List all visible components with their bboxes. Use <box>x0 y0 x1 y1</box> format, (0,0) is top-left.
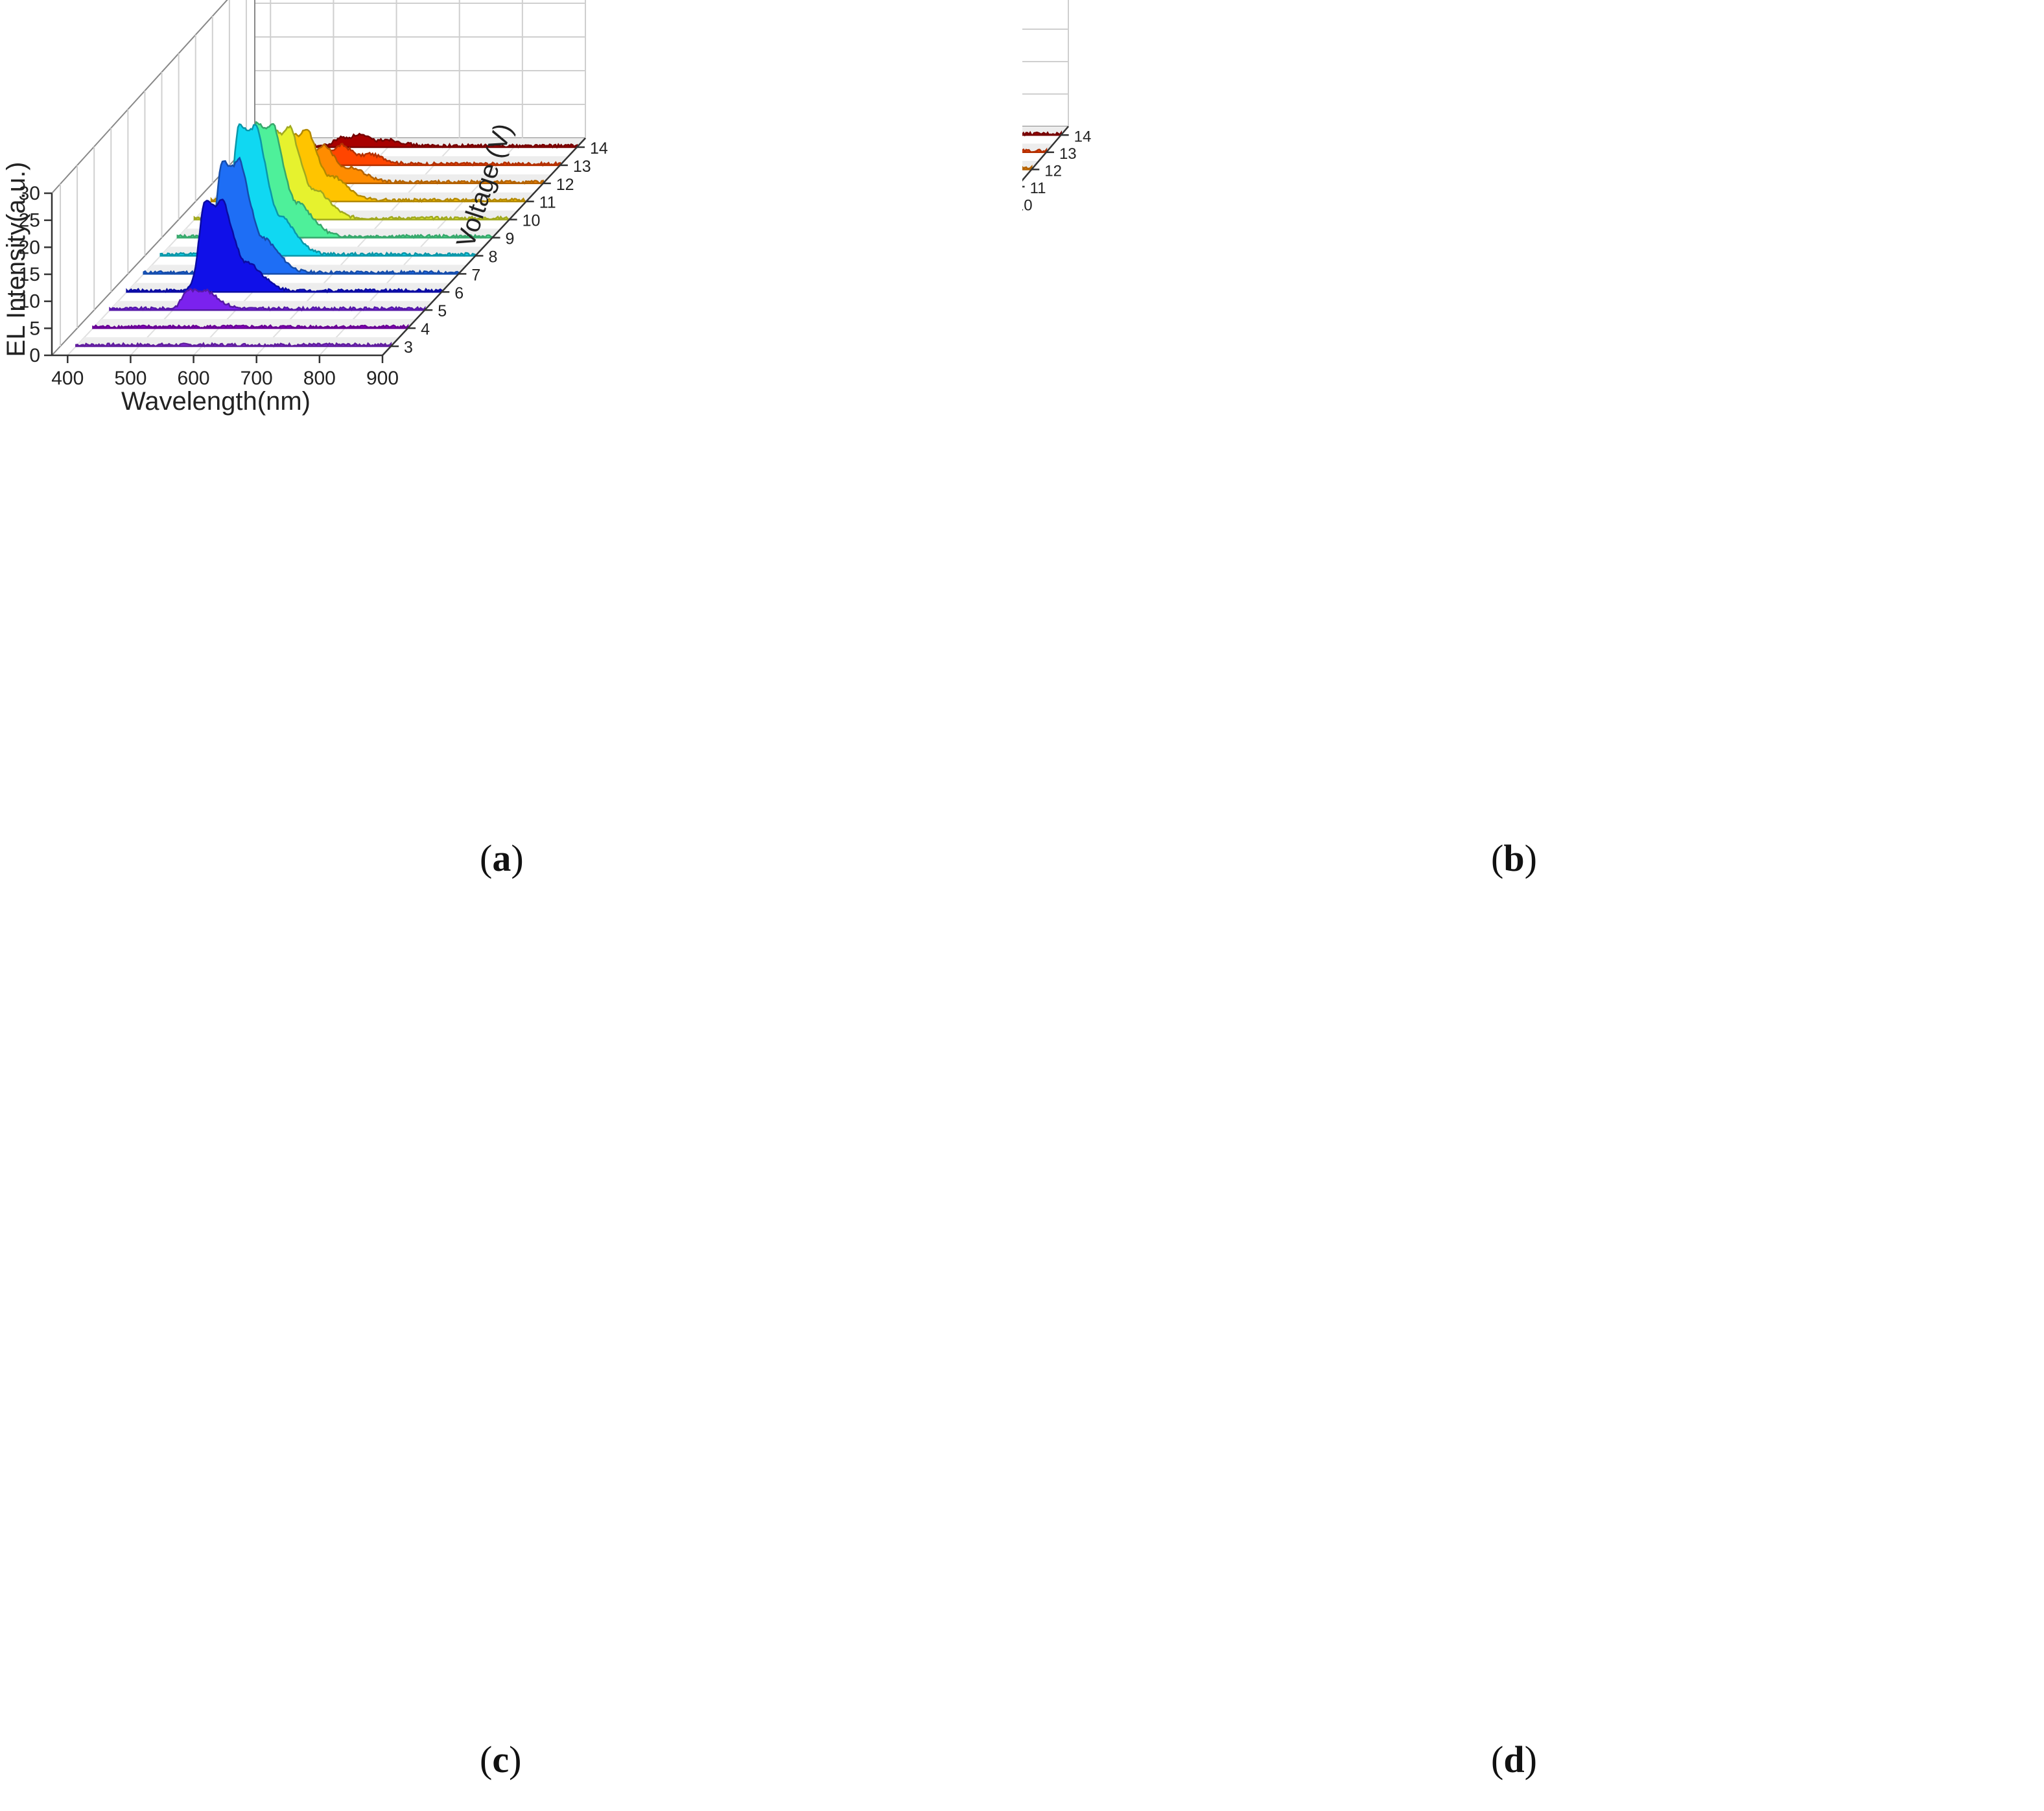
series-3V-area <box>75 342 392 348</box>
z-tick-label: 10 <box>1022 196 1033 214</box>
x-tick-label: 800 <box>303 368 336 389</box>
z-tick-label: 9 <box>506 230 515 248</box>
x-tick-label: 900 <box>366 368 399 389</box>
chart-panel-d: 4005006007008009000.00.51.01.52.01234567… <box>1022 906 2044 1811</box>
caption-c: (c) <box>480 1738 522 1781</box>
z-tick-label: 14 <box>1074 128 1092 145</box>
z-tick-label: 7 <box>471 266 480 284</box>
y-tick-label: 5 <box>29 318 40 339</box>
z-axis-line <box>1022 126 1069 182</box>
x-axis-label: Wavelength(nm) <box>121 387 311 416</box>
z-tick-label: 11 <box>539 194 556 212</box>
y-tick-label: 30 <box>19 183 40 204</box>
series-5V-area <box>109 288 426 312</box>
z-axis-line <box>382 137 586 356</box>
caption-b: (b) <box>1491 837 1537 879</box>
z-tick-label: 12 <box>1044 162 1062 180</box>
axes <box>44 137 586 363</box>
chart-panel-c: 4005006007008009000.00.51.01.52.02.53.03… <box>0 906 1022 1811</box>
series-4V-area <box>92 324 409 329</box>
series-6V-area <box>126 198 443 294</box>
chart-a-svg: 400 500 600 700 800 9000510152025303456789101… <box>2 0 608 416</box>
x-tick-label: 400 <box>51 368 84 389</box>
caption-c-letter: c <box>492 1738 510 1781</box>
chart-panel-a: 400 500 600 700 800 900 0 5 10 15 20 25 30 3 4 5 6 7 8 9 10 1… <box>0 0 1022 905</box>
y-tick-label: 20 <box>19 237 40 258</box>
y-tick-label: 25 <box>19 210 40 231</box>
z-tick-label: 3 <box>404 338 413 357</box>
z-tick-label: 6 <box>454 284 464 302</box>
chart-b-svg: 4005006007008009000510152025234567891011… <box>1022 0 1092 214</box>
z-tick-label: 8 <box>488 248 497 266</box>
z-tick-label: 13 <box>1059 145 1077 163</box>
z-tick-label: 5 <box>438 302 447 320</box>
axes <box>1022 126 1069 188</box>
chart-c-svg: 4005006007008009000.00.51.01.52.02.53.03… <box>0 906 1022 1811</box>
left-wall-top-edge <box>51 0 228 194</box>
series-13V-area <box>1022 147 1048 154</box>
chart-panel-b: 4005006007008009000510152025234567891011… <box>1022 0 2044 905</box>
series-12V-area <box>1022 164 1033 171</box>
back-wall-grid <box>1022 0 1069 127</box>
z-tick-label: 11 <box>1030 180 1046 197</box>
caption-b-letter: b <box>1503 837 1525 879</box>
z-tick-label: 13 <box>573 158 591 176</box>
x-tick-label: 700 <box>241 368 273 389</box>
back-wall <box>254 0 586 139</box>
y-tick-label: 15 <box>19 264 40 285</box>
back-wall-grid <box>254 0 586 139</box>
y-tick-label: 10 <box>19 291 40 313</box>
caption-d: (d) <box>1491 1738 1537 1781</box>
x-tick-label: 600 <box>178 368 210 389</box>
y-axis-label: EL Intensity(a.u.) <box>2 162 30 357</box>
x-tick-label: 500 <box>114 368 147 389</box>
caption-a-letter: a <box>492 837 511 879</box>
z-tick-label: 4 <box>421 320 430 338</box>
chart-a-root: 400 500 600 700 800 9000510152025303456789101… <box>2 0 608 416</box>
chart-d-svg: 4005006007008009000.00.51.01.52.01234567… <box>1022 906 2044 1811</box>
z-tick-label: 10 <box>523 212 541 230</box>
y-tick-label: 0 <box>29 345 40 366</box>
series-14V-area <box>1022 130 1063 137</box>
z-tick-label: 14 <box>590 139 608 158</box>
back-wall <box>1022 0 1069 127</box>
caption-a: (a) <box>480 837 524 879</box>
caption-d-letter: d <box>1503 1738 1525 1781</box>
chart-b-root: 4005006007008009000510152025234567891011… <box>1022 0 1092 214</box>
z-tick-label: 12 <box>556 176 574 194</box>
